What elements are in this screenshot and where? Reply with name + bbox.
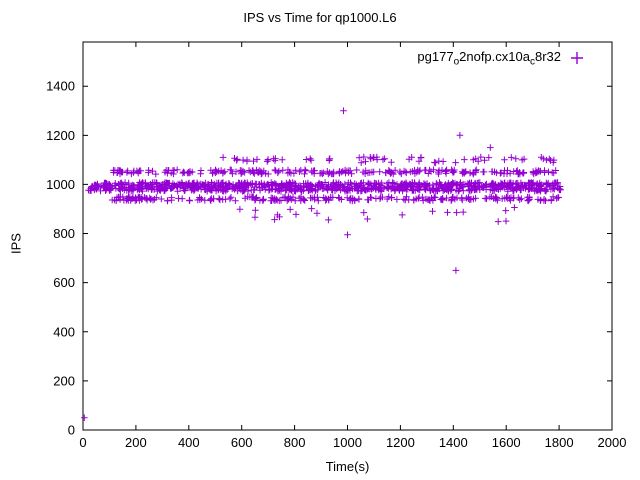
axes-layer: 0 200 400 600 800 1000 1200 1400 1600 1800 2000 0 20… (46, 41, 627, 450)
legend-part-3: c (529, 56, 535, 68)
x-tick-label: 1000 (333, 435, 362, 450)
y-tick-label: 400 (53, 324, 75, 339)
data-points-layer (81, 107, 564, 421)
legend-part-0: pg177 (417, 49, 454, 64)
legend-label: pg177o2nofp.cx10ac8r32 (417, 49, 561, 68)
legend-marker-icon (571, 52, 583, 65)
x-tick-label: 400 (178, 435, 200, 450)
y-tick-label: 600 (53, 275, 75, 290)
x-tick-label: 0 (79, 435, 86, 450)
x-tick-label: 600 (231, 435, 253, 450)
x-tick-label: 1600 (492, 435, 521, 450)
legend-entry: pg177o2nofp.cx10ac8r32 (417, 49, 584, 68)
y-tick-label: 800 (53, 226, 75, 241)
legend-part-1: o (453, 56, 460, 68)
y-tick-label: 0 (68, 423, 75, 438)
y-tick-label: 1200 (46, 128, 75, 143)
x-tick-label: 2000 (598, 435, 627, 450)
y-tick-label: 1000 (46, 177, 75, 192)
legend-part-2: 2nofp.cx10a (459, 49, 530, 64)
legend-part-4: 8r32 (534, 49, 561, 64)
chart-title: IPS vs Time for qp1000.L6 (243, 10, 397, 25)
x-tick-label: 1400 (439, 435, 468, 450)
y-tick-label: 1400 (46, 79, 75, 94)
y-tick-label: 200 (53, 373, 75, 388)
x-axis-label: Time(s) (325, 459, 370, 474)
x-tick-label: 800 (284, 435, 306, 450)
x-tick-label: 1200 (386, 435, 415, 450)
x-tick-label: 1800 (545, 435, 574, 450)
x-tick-label: 200 (125, 435, 147, 450)
